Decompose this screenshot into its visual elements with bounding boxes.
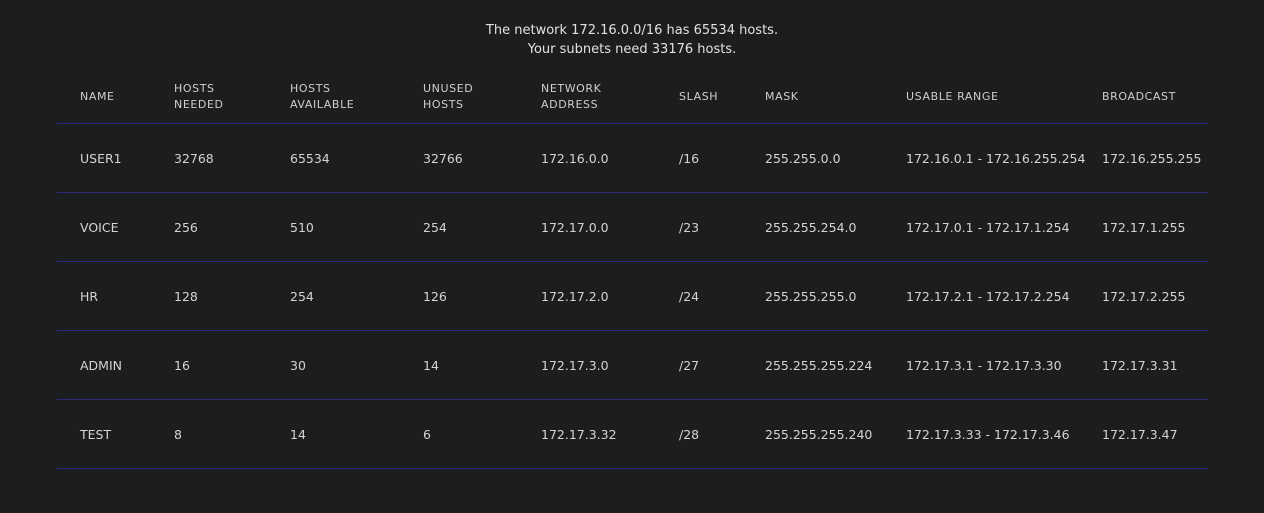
cell-unused-hosts: 14 — [423, 357, 439, 373]
subnet-table: NAME HOSTS NEEDED HOSTS AVAILABLE UNUSED HO… — [57, 70, 1208, 469]
cell-usable-range: 172.17.3.1 - 172.17.3.30 — [906, 357, 1062, 373]
cell-broadcast: 172.17.2.255 — [1102, 288, 1186, 304]
cell-usable-range: 172.17.3.33 - 172.17.3.46 — [906, 426, 1070, 442]
cell-mask: 255.255.255.0 — [765, 288, 857, 304]
header-slash: SLASH — [679, 89, 719, 103]
cell-usable-range: 172.17.0.1 - 172.17.1.254 — [906, 219, 1070, 235]
table-row: TEST 8 14 6 172.17.3.32 /28 255.255.255.… — [57, 400, 1208, 469]
cell-hosts-available: 510 — [290, 219, 314, 235]
cell-name: HR — [80, 288, 99, 304]
cell-slash: /23 — [679, 219, 700, 235]
header-unused-hosts: UNUSED HOSTS — [423, 81, 474, 111]
cell-hosts-available: 30 — [290, 357, 306, 373]
network-summary-line: The network 172.16.0.0/16 has 65534 host… — [485, 23, 779, 38]
cell-slash: /28 — [679, 426, 700, 442]
cell-hosts-needed: 128 — [174, 288, 198, 304]
cell-usable-range: 172.16.0.1 - 172.16.255.254 — [906, 150, 1086, 166]
cell-slash: /27 — [679, 357, 700, 373]
cell-unused-hosts: 126 — [423, 288, 447, 304]
cell-network-address: 172.17.3.0 — [541, 357, 609, 373]
cell-hosts-available: 254 — [290, 288, 314, 304]
table-row: USER1 32768 65534 32766 172.16.0.0 /16 2… — [57, 124, 1208, 193]
cell-unused-hosts: 254 — [423, 219, 447, 235]
subnets-summary-line: Your subnets need 33176 hosts. — [527, 42, 737, 57]
cell-hosts-needed: 16 — [174, 357, 190, 373]
cell-unused-hosts: 6 — [423, 426, 431, 442]
cell-mask: 255.255.254.0 — [765, 219, 857, 235]
cell-name: USER1 — [80, 150, 122, 166]
cell-unused-hosts: 32766 — [423, 150, 463, 166]
cell-slash: /16 — [679, 150, 700, 166]
cell-network-address: 172.17.2.0 — [541, 288, 609, 304]
cell-name: ADMIN — [80, 357, 122, 373]
cell-mask: 255.255.255.240 — [765, 426, 873, 442]
cell-name: TEST — [80, 426, 112, 442]
cell-hosts-available: 65534 — [290, 150, 330, 166]
cell-broadcast: 172.17.1.255 — [1102, 219, 1186, 235]
cell-broadcast: 172.16.255.255 — [1102, 150, 1202, 166]
header-hosts-available: HOSTS AVAILABLE — [290, 81, 355, 111]
header-network-address: NETWORK ADDRESS — [541, 81, 602, 111]
cell-name: VOICE — [80, 219, 119, 235]
cell-hosts-needed: 256 — [174, 219, 198, 235]
cell-hosts-needed: 32768 — [174, 150, 214, 166]
cell-mask: 255.255.255.224 — [765, 357, 873, 373]
cell-mask: 255.255.0.0 — [765, 150, 841, 166]
cell-hosts-available: 14 — [290, 426, 306, 442]
cell-network-address: 172.17.0.0 — [541, 219, 609, 235]
header-usable-range: USABLE RANGE — [906, 89, 999, 103]
cell-broadcast: 172.17.3.31 — [1102, 357, 1178, 373]
header-hosts-needed: HOSTS NEEDED — [174, 81, 224, 111]
cell-usable-range: 172.17.2.1 - 172.17.2.254 — [906, 288, 1070, 304]
header-broadcast: BROADCAST — [1102, 89, 1176, 103]
cell-hosts-needed: 8 — [174, 426, 182, 442]
table-row: HR 128 254 126 172.17.2.0 /24 255.255.25… — [57, 262, 1208, 331]
header-name: NAME — [80, 89, 115, 103]
cell-slash: /24 — [679, 288, 700, 304]
network-summary: The network 172.16.0.0/16 has 65534 host… — [0, 21, 1264, 59]
cell-network-address: 172.17.3.32 — [541, 426, 617, 442]
cell-broadcast: 172.17.3.47 — [1102, 426, 1178, 442]
table-header-row: NAME HOSTS NEEDED HOSTS AVAILABLE UNUSED HO… — [57, 70, 1208, 124]
cell-network-address: 172.16.0.0 — [541, 150, 609, 166]
table-row: ADMIN 16 30 14 172.17.3.0 /27 255.255.25… — [57, 331, 1208, 400]
table-row: VOICE 256 510 254 172.17.0.0 /23 255.255… — [57, 193, 1208, 262]
header-mask: MASK — [765, 89, 799, 103]
